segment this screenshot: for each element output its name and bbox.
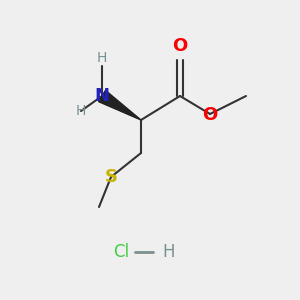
Text: H: H [97,50,107,64]
Text: Cl: Cl [113,243,129,261]
Text: H: H [162,243,175,261]
Text: O: O [172,38,188,56]
Text: O: O [202,106,217,124]
Text: S: S [104,168,118,186]
Text: H: H [76,104,86,118]
Text: N: N [94,87,110,105]
Polygon shape [98,90,141,120]
